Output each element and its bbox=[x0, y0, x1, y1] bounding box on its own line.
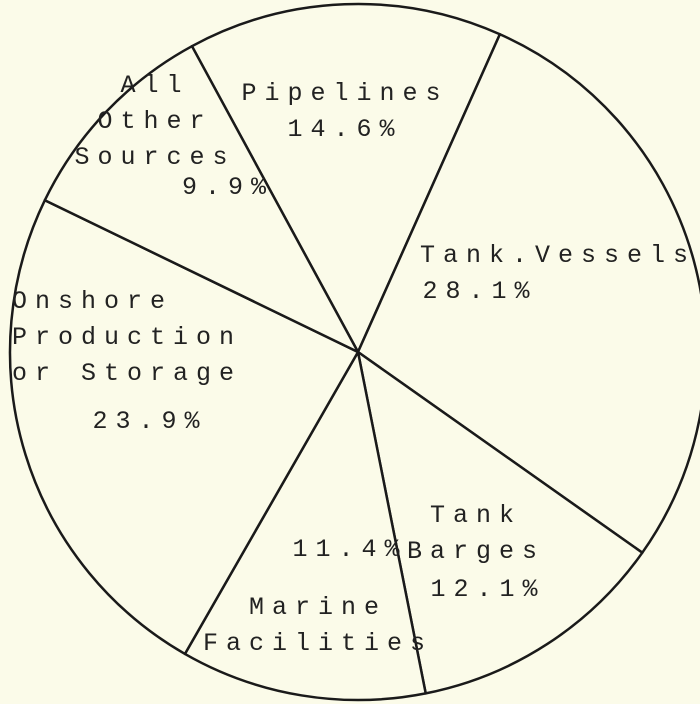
slice-label: Onshore Production or Storage bbox=[12, 287, 242, 388]
value-label: 28.1% bbox=[422, 277, 537, 306]
value-label: 11.4% bbox=[292, 535, 407, 564]
pie-slice bbox=[356, 350, 644, 695]
value-label: 9.9% bbox=[182, 173, 274, 202]
value-label: 23.9% bbox=[92, 407, 207, 436]
slice-label: Tank.Vessels bbox=[420, 241, 696, 270]
slice-label: Pipelines bbox=[241, 79, 448, 108]
value-label: 14.6% bbox=[287, 115, 402, 144]
slice-label: Marine Facilities bbox=[203, 593, 433, 658]
pie-slice bbox=[183, 350, 427, 702]
pie-slice bbox=[356, 32, 700, 554]
slice-label: All Other Sources bbox=[74, 71, 235, 172]
value-label: 12.1% bbox=[430, 575, 545, 604]
slice-label: Tank Barges bbox=[407, 501, 545, 566]
pie-slice bbox=[8, 198, 360, 656]
pie-slice bbox=[43, 44, 360, 354]
pie-slice bbox=[190, 2, 502, 354]
